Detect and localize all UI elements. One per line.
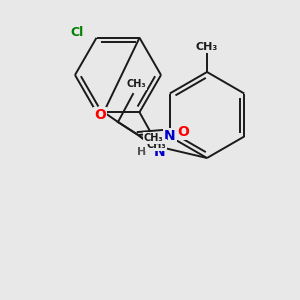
Text: CH₃: CH₃	[126, 79, 146, 89]
Text: CH₃: CH₃	[144, 133, 163, 143]
Text: CH₃: CH₃	[146, 140, 166, 150]
Text: O: O	[177, 125, 189, 139]
Text: O: O	[94, 108, 106, 122]
Text: CH₃: CH₃	[196, 42, 218, 52]
Text: Cl: Cl	[70, 26, 83, 39]
Text: H: H	[137, 147, 147, 157]
Text: N: N	[154, 145, 166, 159]
Text: N: N	[164, 130, 176, 143]
